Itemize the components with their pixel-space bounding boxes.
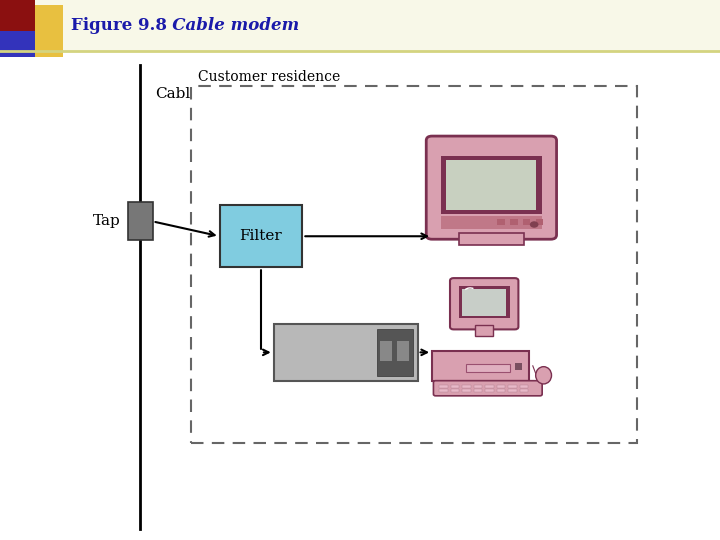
Bar <box>432 351 529 381</box>
Text: Filter: Filter <box>240 230 282 243</box>
Bar <box>462 289 506 316</box>
Bar <box>191 86 637 443</box>
Text: Data: Data <box>421 330 462 345</box>
Bar <box>0 0 35 35</box>
Bar <box>439 389 448 392</box>
Bar <box>536 219 544 226</box>
Bar <box>451 389 459 392</box>
Bar <box>520 389 528 392</box>
Bar <box>510 219 518 226</box>
Bar <box>474 389 482 392</box>
Bar <box>446 160 536 210</box>
Bar <box>474 385 482 388</box>
Bar <box>520 385 528 388</box>
Bar <box>498 219 505 226</box>
Bar <box>439 385 448 388</box>
Text: Customer residence: Customer residence <box>198 70 341 84</box>
FancyBboxPatch shape <box>433 381 542 396</box>
Ellipse shape <box>536 367 552 384</box>
Bar <box>485 389 494 392</box>
Circle shape <box>530 221 539 228</box>
Text: Figure 9.8: Figure 9.8 <box>71 17 166 34</box>
Bar <box>523 219 531 226</box>
Bar <box>0 31 35 57</box>
Bar <box>466 364 510 372</box>
Bar <box>220 205 302 267</box>
Bar <box>0 0 720 51</box>
Bar <box>380 341 392 361</box>
Bar <box>462 385 471 388</box>
Bar <box>497 389 505 392</box>
Text: Video: Video <box>343 208 391 226</box>
Text: Cable modem: Cable modem <box>293 397 398 411</box>
Bar <box>441 216 542 229</box>
Text: Tap: Tap <box>93 214 121 228</box>
Bar <box>475 325 493 336</box>
Bar <box>451 385 459 388</box>
Bar <box>508 385 517 388</box>
Bar <box>128 202 153 240</box>
Bar <box>459 286 510 319</box>
Text: Cable modem: Cable modem <box>155 17 299 34</box>
Bar <box>274 324 418 381</box>
Bar <box>508 389 517 392</box>
Bar <box>377 328 413 376</box>
Text: Cable: Cable <box>155 87 199 102</box>
Bar <box>497 385 505 388</box>
Bar <box>515 363 523 370</box>
Bar <box>459 233 524 245</box>
FancyBboxPatch shape <box>450 278 518 329</box>
Bar <box>16 5 63 57</box>
Bar <box>485 385 494 388</box>
Bar <box>397 341 409 361</box>
FancyBboxPatch shape <box>426 136 557 239</box>
Bar <box>441 156 542 214</box>
Bar <box>462 389 471 392</box>
